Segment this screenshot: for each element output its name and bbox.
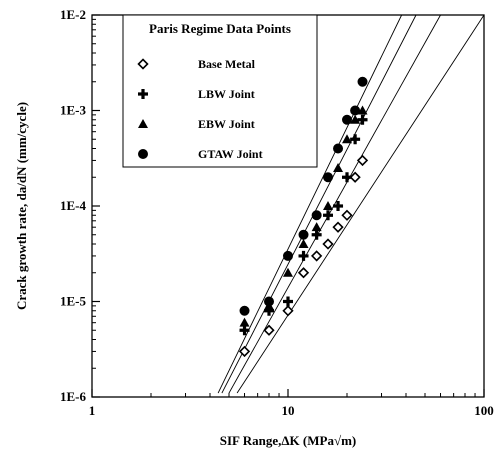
legend-items: Base Metal LBW Joint EBW Joint GTAW Joint (137, 57, 263, 161)
x-tick-label: 100 (474, 403, 494, 418)
data-point-ebw-joint (283, 267, 293, 277)
data-point-lbw-joint (357, 114, 368, 125)
y-axis-label: Crack growth rate, da/dN (mm/cycle) (14, 102, 29, 310)
x-tick-label: 10 (282, 403, 295, 418)
legend-label-gtaw-joint: GTAW Joint (198, 147, 263, 161)
data-point-ebw-joint (350, 114, 361, 124)
data-point-gtaw-joint (298, 229, 309, 240)
tick-labels: 1 10 100 1E-6 1E-5 1E-4 1E-3 1E-2 (60, 7, 494, 418)
data-point-lbw-joint (350, 134, 361, 145)
data-point-ebw-joint (333, 162, 344, 172)
data-point-lbw-joint (283, 296, 293, 307)
legend-marker-lbw-joint (138, 89, 148, 99)
data-markers (238, 76, 369, 358)
data-point-ebw-joint (239, 317, 250, 327)
data-point-ebw-joint (323, 201, 334, 210)
x-tick-label: 1 (89, 403, 96, 418)
data-point-gtaw-joint (333, 143, 344, 154)
x-axis-label: SIF Range,ΔK (MPa√m) (220, 433, 356, 448)
fit-line-base-metal (236, 14, 485, 394)
axis-ticks (91, 14, 485, 398)
data-point-base-metal (263, 324, 275, 336)
data-point-lbw-joint (323, 210, 334, 221)
data-point-lbw-joint (311, 229, 322, 240)
y-tick-label: 1E-5 (60, 294, 87, 309)
data-point-base-metal (322, 238, 334, 250)
legend-marker-ebw-joint (138, 119, 148, 128)
data-point-lbw-joint (239, 325, 250, 336)
data-point-base-metal (238, 345, 251, 358)
legend-label-base-metal: Base Metal (198, 57, 256, 71)
data-point-lbw-joint (342, 172, 353, 183)
data-point-lbw-joint (333, 201, 344, 211)
legend-label-ebw-joint: EBW Joint (198, 117, 255, 131)
data-point-gtaw-joint (283, 250, 293, 261)
data-point-gtaw-joint (239, 305, 250, 316)
data-point-gtaw-joint (323, 172, 334, 183)
y-tick-label: 1E-4 (60, 198, 87, 213)
legend-marker-base-metal (137, 58, 149, 70)
data-point-base-metal (332, 221, 344, 233)
data-point-gtaw-joint (342, 114, 353, 125)
data-point-ebw-joint (298, 239, 309, 249)
data-point-gtaw-joint (311, 210, 322, 221)
data-point-base-metal (341, 209, 353, 221)
data-point-gtaw-joint (264, 296, 275, 307)
data-point-lbw-joint (298, 250, 309, 261)
y-tick-label: 1E-6 (60, 389, 87, 404)
data-point-ebw-joint (342, 134, 353, 144)
legend-title: Paris Regime Data Points (149, 21, 291, 36)
legend: Paris Regime Data Points Base Metal LBW J… (122, 14, 318, 168)
legend-marker-gtaw-joint (138, 149, 148, 159)
data-point-gtaw-joint (350, 105, 361, 116)
data-point-ebw-joint (311, 222, 322, 232)
y-tick-label: 1E-3 (60, 103, 87, 118)
fit-line-ebw-joint (221, 14, 417, 394)
legend-box (122, 14, 318, 168)
legend-label-lbw-joint: LBW Joint (198, 87, 255, 101)
data-point-base-metal (349, 171, 361, 183)
data-point-ebw-joint (357, 105, 368, 115)
data-point-gtaw-joint (357, 76, 368, 87)
data-point-base-metal (297, 267, 310, 279)
data-point-base-metal (356, 154, 369, 167)
y-tick-label: 1E-2 (60, 7, 86, 22)
data-point-base-metal (282, 305, 294, 317)
data-point-base-metal (311, 250, 323, 262)
